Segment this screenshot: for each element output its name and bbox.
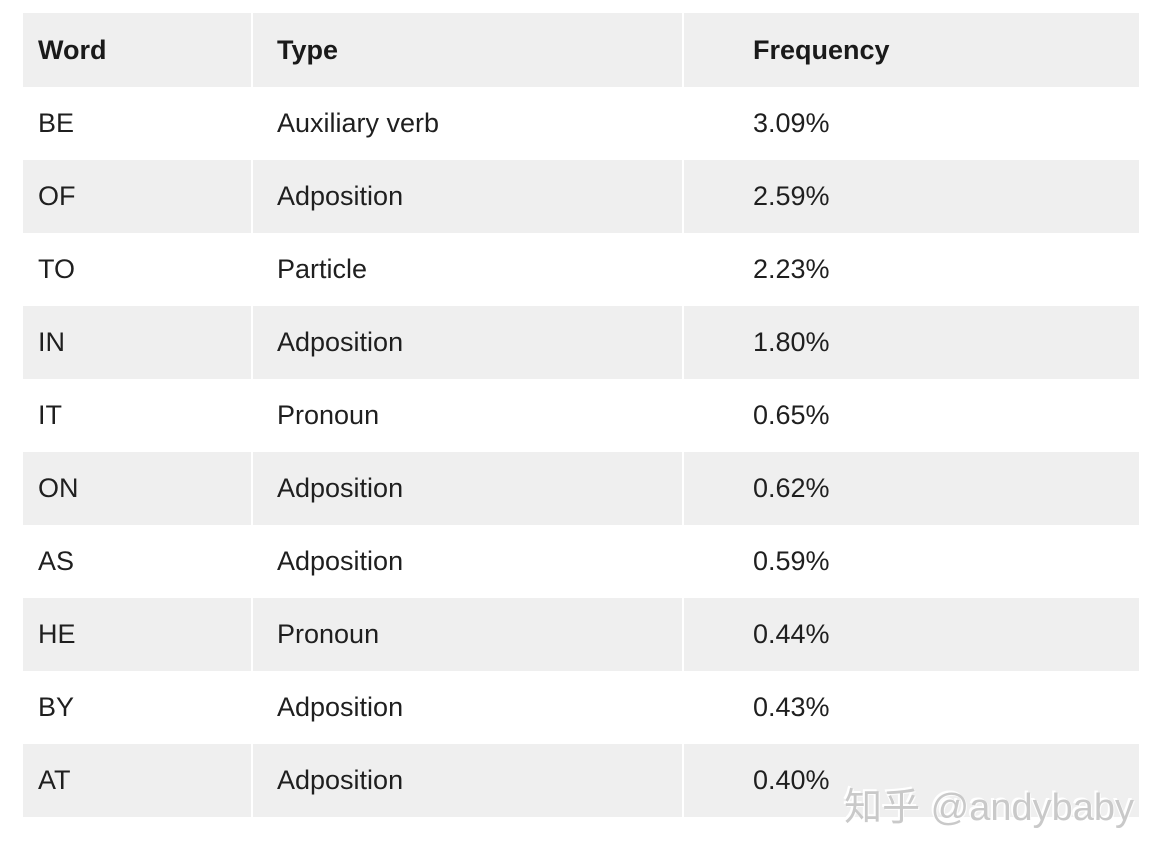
word-cell: BY: [23, 671, 251, 744]
type-cell: Pronoun: [253, 379, 682, 452]
frequency-cell: 2.59%: [684, 160, 1139, 233]
frequency-cell: 0.40%: [684, 744, 1139, 817]
word-cell: TO: [23, 233, 251, 306]
table-row: ON Adposition 0.62%: [23, 452, 1139, 525]
column-header-word: Word: [23, 13, 251, 87]
type-cell: Adposition: [253, 160, 682, 233]
word-cell: OF: [23, 160, 251, 233]
word-cell: AS: [23, 525, 251, 598]
table-row: OF Adposition 2.59%: [23, 160, 1139, 233]
type-cell: Adposition: [253, 744, 682, 817]
type-cell: Particle: [253, 233, 682, 306]
frequency-cell: 0.59%: [684, 525, 1139, 598]
table-row: IN Adposition 1.80%: [23, 306, 1139, 379]
table-row: AT Adposition 0.40%: [23, 744, 1139, 817]
table-row: BY Adposition 0.43%: [23, 671, 1139, 744]
frequency-cell: 1.80%: [684, 306, 1139, 379]
type-cell: Adposition: [253, 306, 682, 379]
type-cell: Adposition: [253, 671, 682, 744]
table-header-row: Word Type Frequency: [23, 13, 1139, 87]
type-cell: Adposition: [253, 452, 682, 525]
word-cell: IN: [23, 306, 251, 379]
frequency-cell: 0.43%: [684, 671, 1139, 744]
word-cell: IT: [23, 379, 251, 452]
frequency-cell: 2.23%: [684, 233, 1139, 306]
word-cell: ON: [23, 452, 251, 525]
frequency-cell: 0.44%: [684, 598, 1139, 671]
type-cell: Auxiliary verb: [253, 87, 682, 160]
type-cell: Adposition: [253, 525, 682, 598]
column-header-frequency: Frequency: [684, 13, 1139, 87]
frequency-cell: 0.62%: [684, 452, 1139, 525]
table-row: AS Adposition 0.59%: [23, 525, 1139, 598]
table-row: IT Pronoun 0.65%: [23, 379, 1139, 452]
word-cell: BE: [23, 87, 251, 160]
frequency-cell: 3.09%: [684, 87, 1139, 160]
column-header-type: Type: [253, 13, 682, 87]
type-cell: Pronoun: [253, 598, 682, 671]
table-row: BE Auxiliary verb 3.09%: [23, 87, 1139, 160]
word-frequency-table: Word Type Frequency BE Auxiliary verb 3.…: [23, 13, 1139, 817]
table-row: HE Pronoun 0.44%: [23, 598, 1139, 671]
table-row: TO Particle 2.23%: [23, 233, 1139, 306]
word-cell: HE: [23, 598, 251, 671]
word-cell: AT: [23, 744, 251, 817]
frequency-cell: 0.65%: [684, 379, 1139, 452]
